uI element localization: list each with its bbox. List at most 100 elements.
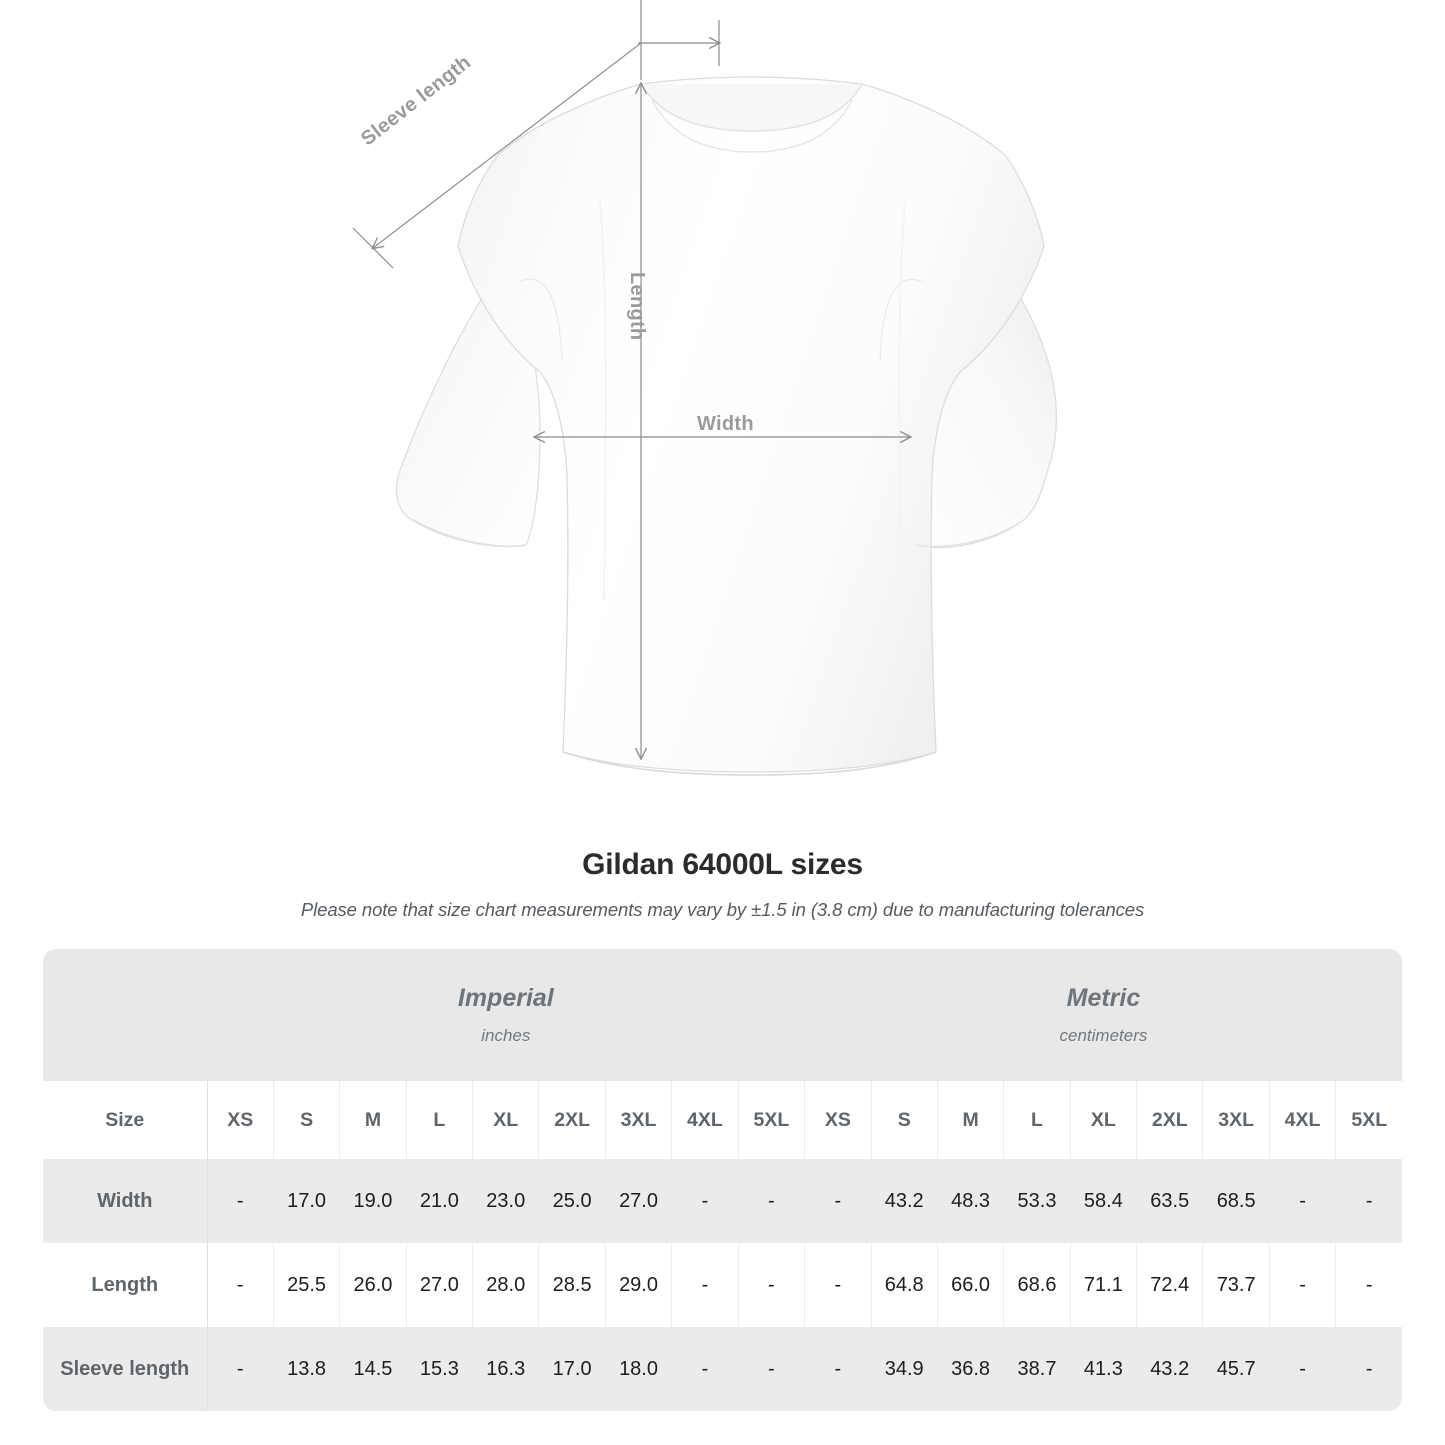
cell-width-metric-xs: - — [804, 1159, 872, 1243]
measurement-guides — [352, 0, 910, 758]
cell-width-metric-2xl: 63.5 — [1136, 1159, 1204, 1243]
cell-length-imperial-l: 27.0 — [406, 1243, 474, 1327]
unit-system-name: Imperial — [457, 984, 554, 1012]
cell-length-imperial-5xl: - — [738, 1243, 806, 1327]
size-header-metric-3xl: 3XL — [1202, 1081, 1270, 1159]
size-header-metric-s: S — [871, 1081, 938, 1159]
cell-width-imperial-m: 19.0 — [339, 1159, 407, 1243]
cell-length-metric-m: 66.0 — [937, 1243, 1005, 1327]
unit-system-name: Metric — [1066, 984, 1141, 1012]
cell-length-imperial-xs: - — [207, 1243, 274, 1327]
size-header-imperial-3xl: 3XL — [605, 1081, 673, 1159]
table-row: Width -17.0 19.0 21.0 23.0 25.0 27.0- - -43.2 48.… — [43, 1159, 1403, 1243]
cell-width-imperial-xs: - — [207, 1159, 274, 1243]
unit-system-header-metric: Metric centimeters — [804, 949, 1403, 1081]
size-chart-table-wrapper: Imperial inches Metric centimeters Size XS S M L… — [43, 949, 1403, 1411]
page-title: Gildan 64000L sizes — [582, 848, 863, 881]
fabric-fold — [599, 199, 607, 601]
cell-length-metric-5xl: - — [1335, 1243, 1403, 1327]
left-sleeve-hem — [413, 519, 527, 547]
size-header-imperial-s: S — [273, 1081, 341, 1159]
unit-header-spacer — [43, 949, 207, 1081]
unit-system-unit: inches — [481, 1026, 531, 1045]
unit-system-unit: centimeters — [1059, 1026, 1148, 1045]
size-header-imperial-4xl: 4XL — [671, 1081, 739, 1159]
tshirt-illustration — [352, 0, 1057, 776]
cell-width-metric-s: 43.2 — [871, 1159, 938, 1243]
size-header-metric-xl: XL — [1070, 1081, 1138, 1159]
cell-length-metric-l: 68.6 — [1003, 1243, 1071, 1327]
width-label: Width — [697, 413, 754, 435]
cell-sleeve-length-imperial-xl: 16.3 — [472, 1327, 540, 1411]
cell-width-metric-xl: 58.4 — [1070, 1159, 1138, 1243]
cell-sleeve-length-metric-2xl: 43.2 — [1136, 1327, 1204, 1411]
shirt-body-shape — [395, 76, 1057, 776]
cell-sleeve-length-imperial-3xl: 18.0 — [605, 1327, 673, 1411]
cell-width-metric-l: 53.3 — [1003, 1159, 1071, 1243]
row-label-width: Width — [43, 1159, 208, 1243]
collar-band — [640, 83, 863, 132]
cell-sleeve-length-metric-xs: - — [804, 1327, 872, 1411]
cell-sleeve-length-metric-m: 36.8 — [937, 1327, 1005, 1411]
size-header-imperial-xl: XL — [472, 1081, 540, 1159]
size-header-imperial-xs: XS — [207, 1081, 274, 1159]
table-row: Length -25.5 26.0 27.0 28.0 28.5 29.0- - -64.8 66… — [43, 1243, 1403, 1327]
cell-length-metric-xs: - — [804, 1243, 872, 1327]
cell-length-imperial-4xl: - — [671, 1243, 739, 1327]
size-column-header: Size — [43, 1081, 208, 1159]
size-header-row: Size XS S M L XL 2XL 3XL 4XL 5XL XS S M L XL 2XL 3XL 4XL 5… — [43, 1081, 1403, 1159]
cell-sleeve-length-imperial-l: 15.3 — [406, 1327, 474, 1411]
cell-length-metric-s: 64.8 — [871, 1243, 938, 1327]
cell-width-metric-m: 48.3 — [937, 1159, 1005, 1243]
cell-width-imperial-xl: 23.0 — [472, 1159, 540, 1243]
cell-sleeve-length-imperial-2xl: 17.0 — [538, 1327, 606, 1411]
tolerance-note: Please note that size chart measurements… — [300, 899, 1145, 920]
size-header-metric-xs: XS — [804, 1081, 872, 1159]
neckline — [651, 99, 853, 153]
length-label: Length — [626, 272, 648, 341]
row-label-sleeve-length: Sleeve length — [43, 1327, 208, 1411]
cell-width-imperial-2xl: 25.0 — [538, 1159, 606, 1243]
cell-sleeve-length-metric-s: 34.9 — [871, 1327, 938, 1411]
table-row: Sleeve length -13.8 14.5 15.3 16.3 17.0 18.0- -… — [43, 1327, 1403, 1411]
cell-sleeve-length-metric-l: 38.7 — [1003, 1327, 1071, 1411]
left-shoulder-seam — [518, 278, 563, 361]
cell-width-metric-5xl: - — [1335, 1159, 1403, 1243]
cell-length-imperial-3xl: 29.0 — [605, 1243, 673, 1327]
cell-sleeve-length-imperial-m: 14.5 — [339, 1327, 407, 1411]
cell-sleeve-length-metric-5xl: - — [1335, 1327, 1403, 1411]
sleeve-length-diagonal — [373, 42, 642, 248]
cell-length-metric-xl: 71.1 — [1070, 1243, 1138, 1327]
cell-sleeve-length-metric-4xl: - — [1269, 1327, 1337, 1411]
size-header-metric-l: L — [1003, 1081, 1071, 1159]
cell-sleeve-length-metric-xl: 41.3 — [1070, 1327, 1138, 1411]
cell-sleeve-length-imperial-s: 13.8 — [273, 1327, 341, 1411]
fabric-fold — [898, 199, 906, 601]
size-header-metric-m: M — [937, 1081, 1005, 1159]
left-sleeve — [395, 267, 541, 548]
cell-sleeve-length-imperial-xs: - — [207, 1327, 274, 1411]
cell-width-imperial-5xl: - — [738, 1159, 806, 1243]
cell-length-imperial-s: 25.5 — [273, 1243, 341, 1327]
row-label-length: Length — [43, 1243, 208, 1327]
size-header-metric-4xl: 4XL — [1269, 1081, 1337, 1159]
cell-sleeve-length-imperial-5xl: - — [738, 1327, 806, 1411]
size-header-imperial-m: M — [339, 1081, 407, 1159]
cell-sleeve-length-metric-3xl: 45.7 — [1202, 1327, 1270, 1411]
unit-system-header-row: Imperial inches Metric centimeters — [43, 949, 1403, 1081]
cell-length-metric-3xl: 73.7 — [1202, 1243, 1270, 1327]
size-header-imperial-5xl: 5XL — [738, 1081, 806, 1159]
size-header-imperial-2xl: 2XL — [538, 1081, 606, 1159]
size-header-metric-2xl: 2XL — [1136, 1081, 1204, 1159]
bottom-hem — [562, 751, 937, 776]
size-chart-table: Imperial inches Metric centimeters Size XS S M L… — [43, 949, 1403, 1411]
cell-sleeve-length-imperial-4xl: - — [671, 1327, 739, 1411]
sleeve-length-start-tick — [352, 227, 394, 269]
cell-length-metric-2xl: 72.4 — [1136, 1243, 1204, 1327]
cell-width-imperial-s: 17.0 — [273, 1159, 341, 1243]
size-header-imperial-l: L — [406, 1081, 474, 1159]
cell-width-imperial-l: 21.0 — [406, 1159, 474, 1243]
size-header-metric-5xl: 5XL — [1335, 1081, 1403, 1159]
tshirt-diagram: Sleeve length Length Width — [352, 0, 1057, 776]
cell-width-metric-4xl: - — [1269, 1159, 1337, 1243]
